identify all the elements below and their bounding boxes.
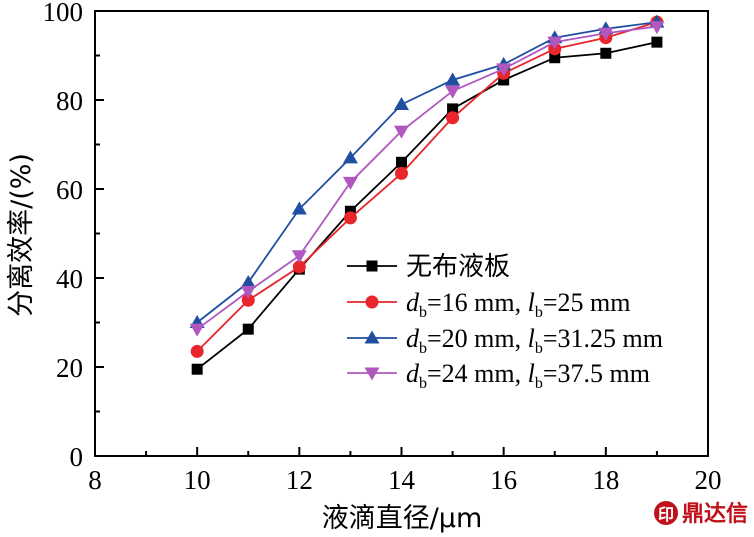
data-point <box>394 96 409 110</box>
data-point <box>191 363 203 375</box>
data-point <box>240 274 256 288</box>
data-point <box>292 260 306 274</box>
data-point <box>396 156 407 168</box>
data-point <box>342 150 358 164</box>
series-2 <box>190 15 664 358</box>
series-layer <box>189 14 665 375</box>
data-point <box>651 36 663 48</box>
data-point <box>649 21 665 35</box>
series-line <box>196 21 658 324</box>
series-1 <box>191 36 663 375</box>
plot-frame <box>94 10 709 457</box>
data-point <box>547 36 563 50</box>
x-tick-label: 16 <box>490 465 517 495</box>
legend-item-3: db=20 mm, lb=31.25 mm <box>347 324 663 357</box>
legend-item-1: 无布液板 <box>347 252 510 282</box>
legend-label: 无布液板 <box>406 252 510 282</box>
data-point <box>343 211 357 225</box>
data-point <box>240 285 256 299</box>
data-point <box>598 27 614 41</box>
data-point <box>190 344 204 358</box>
data-point <box>291 201 307 215</box>
data-point <box>344 205 356 217</box>
y-tick-label: 80 <box>56 86 83 116</box>
data-point <box>447 103 459 115</box>
y-tick-label: 20 <box>56 353 83 383</box>
series-line <box>196 25 658 330</box>
legend-marker <box>364 330 380 344</box>
legend-label: db=20 mm, lb=31.25 mm <box>406 324 663 357</box>
data-point <box>394 125 409 139</box>
logo-text: 鼎达信 <box>682 501 748 527</box>
legend-label: db=16 mm, lb=25 mm <box>406 288 630 321</box>
series-4 <box>189 21 665 337</box>
data-point <box>496 63 512 77</box>
x-tick-label: 12 <box>286 465 313 495</box>
legend-item-4: db=24 mm, lb=37.5 mm <box>347 359 650 392</box>
y-axis-title: 分离效率/(%) <box>6 153 37 317</box>
legend-marker <box>365 295 379 309</box>
series-line <box>196 41 658 370</box>
legend-label: db=24 mm, lb=37.5 mm <box>406 359 650 392</box>
data-point <box>445 72 461 86</box>
logo-icon <box>654 501 678 525</box>
data-point <box>241 293 255 307</box>
y-tick-label: 0 <box>70 442 84 472</box>
axes: 8 10 12 14 16 18 20 0 20 40 60 80 100 <box>43 0 722 495</box>
x-tick-label: 18 <box>592 465 619 495</box>
x-axis-title: 液滴直径/μm <box>322 503 483 534</box>
x-tick-label: 20 <box>695 465 722 495</box>
data-point <box>498 74 510 86</box>
y-tick-label: 40 <box>56 264 83 294</box>
data-point <box>242 323 254 335</box>
data-point <box>446 111 460 125</box>
data-point <box>291 250 307 264</box>
data-point <box>395 166 408 180</box>
data-point <box>342 176 358 190</box>
legend-marker <box>364 367 380 381</box>
data-point <box>549 52 561 64</box>
logo-icon-glyph: 印 <box>658 505 674 524</box>
series-line <box>196 21 658 353</box>
data-point <box>445 85 461 99</box>
legend-item-2: db=16 mm, lb=25 mm <box>347 288 630 321</box>
x-tick-label: 14 <box>388 465 416 495</box>
data-point <box>600 47 612 59</box>
data-point <box>189 323 205 337</box>
y-tick-label: 60 <box>56 175 83 205</box>
y-tick-label: 100 <box>43 0 84 27</box>
x-tick-label: 8 <box>88 465 102 495</box>
legend-marker <box>366 260 378 272</box>
watermark-logo: 印 鼎达信 <box>654 501 748 527</box>
x-tick-label: 10 <box>184 465 211 495</box>
